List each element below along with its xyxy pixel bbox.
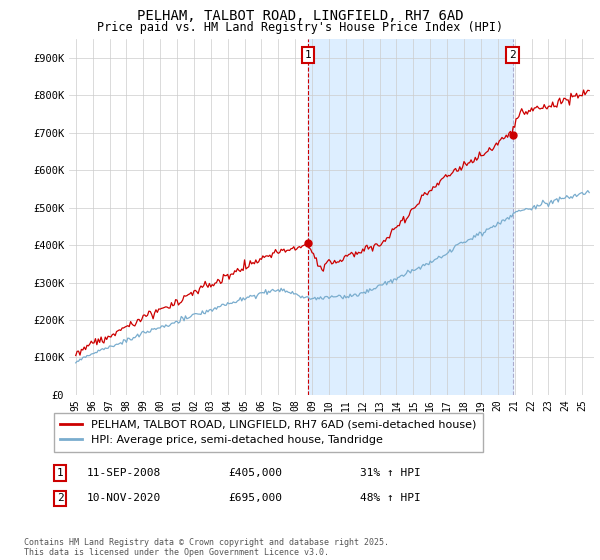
Text: Price paid vs. HM Land Registry's House Price Index (HPI): Price paid vs. HM Land Registry's House … <box>97 21 503 34</box>
Text: 1: 1 <box>304 50 311 60</box>
Text: 2: 2 <box>56 493 64 503</box>
Text: PELHAM, TALBOT ROAD, LINGFIELD, RH7 6AD: PELHAM, TALBOT ROAD, LINGFIELD, RH7 6AD <box>137 9 463 23</box>
Text: 1: 1 <box>56 468 64 478</box>
Text: 10-NOV-2020: 10-NOV-2020 <box>87 493 161 503</box>
Bar <box>308 39 512 395</box>
Text: 11-SEP-2008: 11-SEP-2008 <box>87 468 161 478</box>
Legend: PELHAM, TALBOT ROAD, LINGFIELD, RH7 6AD (semi-detached house), HPI: Average pric: PELHAM, TALBOT ROAD, LINGFIELD, RH7 6AD … <box>53 413 484 452</box>
Text: £695,000: £695,000 <box>228 493 282 503</box>
Text: Contains HM Land Registry data © Crown copyright and database right 2025.
This d: Contains HM Land Registry data © Crown c… <box>24 538 389 557</box>
Text: 2: 2 <box>509 50 516 60</box>
Text: 31% ↑ HPI: 31% ↑ HPI <box>360 468 421 478</box>
Text: £405,000: £405,000 <box>228 468 282 478</box>
Text: 48% ↑ HPI: 48% ↑ HPI <box>360 493 421 503</box>
